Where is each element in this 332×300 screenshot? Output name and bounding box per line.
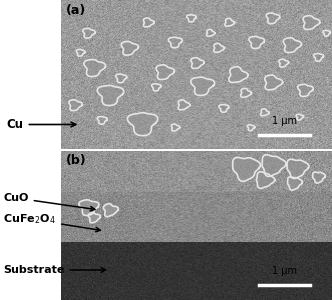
Polygon shape bbox=[79, 200, 99, 215]
Polygon shape bbox=[279, 59, 289, 67]
Polygon shape bbox=[76, 50, 85, 56]
Polygon shape bbox=[116, 74, 127, 83]
Polygon shape bbox=[233, 158, 260, 182]
Polygon shape bbox=[225, 18, 234, 26]
Text: CuO: CuO bbox=[3, 193, 95, 211]
Polygon shape bbox=[298, 84, 313, 97]
Polygon shape bbox=[84, 60, 106, 76]
Polygon shape bbox=[187, 15, 196, 22]
Text: CuFe$_2$O$_4$: CuFe$_2$O$_4$ bbox=[3, 212, 100, 232]
Polygon shape bbox=[88, 213, 101, 223]
Polygon shape bbox=[287, 159, 309, 178]
Polygon shape bbox=[249, 37, 265, 49]
Polygon shape bbox=[69, 100, 82, 111]
Polygon shape bbox=[265, 75, 283, 90]
Polygon shape bbox=[97, 85, 124, 106]
Polygon shape bbox=[156, 65, 174, 80]
Polygon shape bbox=[288, 177, 302, 190]
Polygon shape bbox=[178, 100, 190, 110]
Polygon shape bbox=[241, 88, 252, 97]
Polygon shape bbox=[143, 18, 154, 27]
Polygon shape bbox=[152, 84, 161, 91]
Polygon shape bbox=[127, 113, 158, 136]
Polygon shape bbox=[219, 104, 229, 112]
Polygon shape bbox=[262, 155, 286, 176]
Polygon shape bbox=[207, 29, 215, 36]
Polygon shape bbox=[121, 41, 138, 55]
Polygon shape bbox=[191, 77, 214, 95]
Polygon shape bbox=[314, 53, 324, 61]
Polygon shape bbox=[303, 16, 320, 29]
Polygon shape bbox=[257, 172, 275, 188]
Polygon shape bbox=[229, 67, 248, 82]
Polygon shape bbox=[261, 109, 269, 116]
Polygon shape bbox=[313, 172, 325, 183]
Text: (b): (b) bbox=[65, 154, 86, 167]
Polygon shape bbox=[323, 30, 331, 36]
Polygon shape bbox=[296, 114, 303, 120]
Polygon shape bbox=[168, 37, 182, 48]
Text: Cu: Cu bbox=[7, 118, 76, 131]
Text: Substrate: Substrate bbox=[3, 265, 106, 275]
Polygon shape bbox=[97, 116, 107, 124]
Polygon shape bbox=[83, 28, 95, 38]
Polygon shape bbox=[191, 58, 204, 68]
Polygon shape bbox=[171, 124, 180, 131]
Polygon shape bbox=[283, 38, 301, 52]
Text: 1 μm: 1 μm bbox=[272, 266, 297, 276]
Text: 1 μm: 1 μm bbox=[272, 116, 297, 126]
Polygon shape bbox=[266, 13, 280, 24]
Polygon shape bbox=[104, 204, 119, 217]
Polygon shape bbox=[247, 125, 255, 130]
Text: (a): (a) bbox=[65, 4, 86, 17]
Polygon shape bbox=[214, 44, 224, 52]
